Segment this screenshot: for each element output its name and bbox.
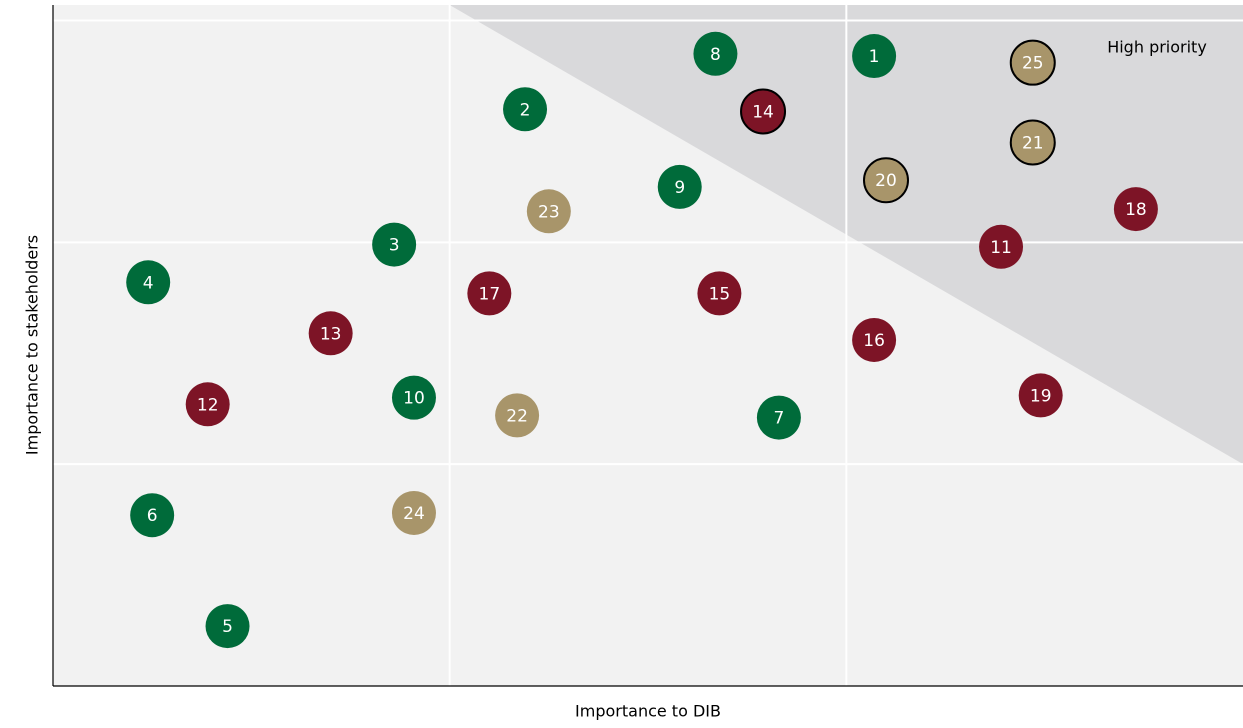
point — [1113, 187, 1158, 232]
region-label: High priority — [1107, 38, 1207, 57]
point-label: 17 — [479, 284, 501, 304]
point — [372, 222, 417, 267]
point — [391, 375, 436, 420]
point-label: 16 — [863, 331, 885, 351]
point-label: 22 — [506, 406, 528, 426]
point-label: 3 — [389, 236, 400, 256]
point-label: 19 — [1030, 386, 1052, 406]
point — [979, 224, 1024, 269]
point — [126, 260, 171, 305]
point — [391, 490, 436, 535]
point-label: 6 — [147, 506, 158, 526]
point-label: 20 — [875, 171, 897, 191]
point — [503, 87, 548, 132]
point-label: 23 — [538, 202, 560, 222]
point-label: 25 — [1022, 54, 1044, 74]
point — [185, 382, 230, 427]
point-label: 11 — [990, 238, 1012, 258]
point-label: 4 — [143, 273, 154, 293]
point-label: 21 — [1022, 134, 1044, 154]
point-label: 18 — [1125, 200, 1147, 220]
point-label: 8 — [710, 45, 721, 65]
grid-layer — [53, 5, 1243, 686]
point — [697, 271, 742, 316]
x-axis-label: Importance to DIB — [575, 702, 721, 721]
point-label: 1 — [869, 47, 880, 67]
point — [740, 88, 787, 135]
point — [657, 164, 702, 209]
point-label: 12 — [197, 395, 219, 415]
point — [467, 271, 512, 316]
point-label: 15 — [709, 284, 731, 304]
point — [852, 34, 897, 79]
point-label: 10 — [403, 389, 425, 409]
point-layer: 1234567891011121314151617181920212223242… — [126, 31, 1158, 649]
point — [852, 317, 897, 362]
point — [205, 604, 250, 649]
point — [526, 189, 571, 234]
point — [308, 311, 353, 356]
point — [1018, 373, 1063, 418]
point — [1009, 119, 1056, 166]
point — [495, 393, 540, 438]
point — [1009, 39, 1056, 86]
point-label: 2 — [520, 100, 531, 120]
point-label: 13 — [320, 324, 342, 344]
point-label: 14 — [752, 102, 774, 122]
y-axis-label: Importance to stakeholders — [23, 235, 42, 455]
point — [693, 31, 738, 76]
point-label: 24 — [403, 504, 425, 524]
point — [863, 157, 909, 204]
point — [756, 395, 801, 440]
point-label: 7 — [773, 409, 784, 429]
point-label: 5 — [222, 617, 233, 637]
point-label: 9 — [674, 178, 685, 198]
point — [130, 493, 175, 538]
